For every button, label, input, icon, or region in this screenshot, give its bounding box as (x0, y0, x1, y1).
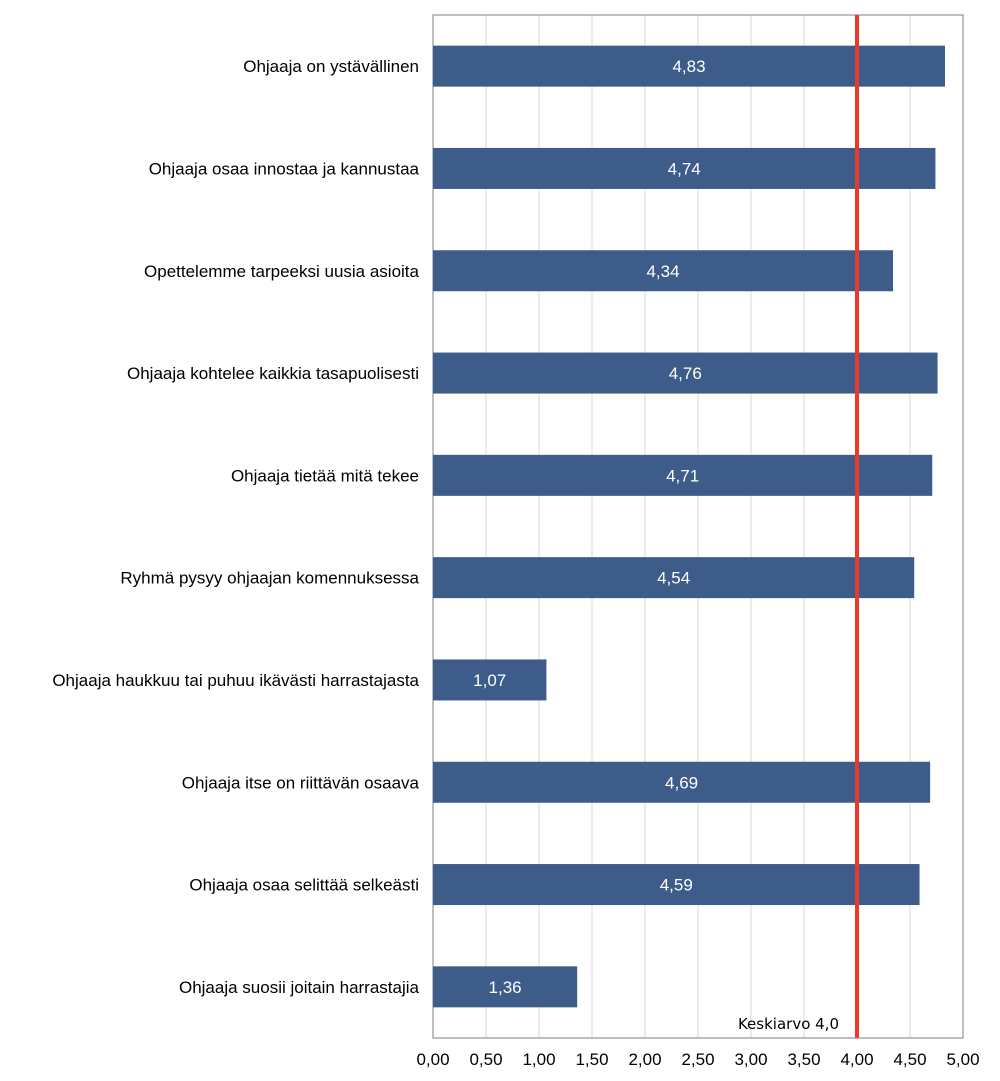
category-label: Ohjaaja kohtelee kaikkia tasapuolisesti (127, 364, 419, 383)
x-tick-label: 3,50 (787, 1050, 820, 1069)
x-tick-label: 1,00 (522, 1050, 555, 1069)
bar-value-label: 4,34 (646, 262, 679, 281)
bar (433, 45, 945, 87)
category-label: Opettelemme tarpeeksi uusia asioita (144, 262, 420, 281)
bar (433, 352, 938, 394)
bar-value-label: 4,83 (672, 57, 705, 76)
bar (433, 250, 894, 292)
plot-area-frame (432, 14, 964, 1039)
reference-line-group: Keskiarvo 4,0 (738, 15, 859, 1038)
x-tick-label: 0,00 (416, 1050, 449, 1069)
bars: 4,83 4,74 4,34 4,76 4,71 4,54 1,07 4,69 4,59 1,36 (433, 45, 945, 1008)
average-reference-label: Keskiarvo 4,0 (738, 1015, 839, 1033)
category-label: Ohjaaja on ystävällinen (243, 57, 419, 76)
bar (433, 557, 915, 599)
bar (433, 966, 578, 1008)
bar (433, 864, 920, 906)
bar-value-label: 4,54 (657, 569, 690, 588)
x-tick-label: 1,50 (575, 1050, 608, 1069)
bar-value-label: 4,69 (665, 773, 698, 792)
x-tick-label: 2,50 (681, 1050, 714, 1069)
category-label: Ohjaaja tietää mitä tekee (231, 466, 419, 485)
x-tick-label: 2,00 (628, 1050, 661, 1069)
bar-value-label: 1,07 (473, 671, 506, 690)
bar-value-label: 4,74 (668, 159, 701, 178)
bar-value-label: 1,36 (489, 978, 522, 997)
x-axis-tick-labels: 0,00 0,50 1,00 1,50 2,00 2,50 3,00 3,50 4,00 4,50… (416, 1050, 979, 1069)
bar (433, 761, 931, 803)
bar-value-label: 4,59 (660, 876, 693, 895)
x-tick-label: 0,50 (469, 1050, 502, 1069)
bar-value-label: 4,71 (666, 466, 699, 485)
x-tick-label: 3,00 (734, 1050, 767, 1069)
category-label: Ohjaaja osaa selittää selkeästi (189, 876, 419, 895)
bar-value-label: 4,76 (669, 364, 702, 383)
bar (433, 147, 936, 189)
category-label: Ohjaaja osaa innostaa ja kannustaa (149, 159, 420, 178)
x-tick-label: 5,00 (946, 1050, 979, 1069)
category-label: Ohjaaja suosii joitain harrastajia (179, 978, 420, 997)
category-labels: Ohjaaja on ystävällinen Ohjaaja osaa inno… (52, 57, 419, 997)
x-tick-label: 4,50 (893, 1050, 926, 1069)
category-label: Ohjaaja itse on riittävän osaava (182, 773, 420, 792)
category-label: Ohjaaja haukkuu tai puhuu ikävästi harra… (52, 671, 419, 690)
bar (433, 659, 547, 701)
category-label: Ryhmä pysyy ohjaajan komennuksessa (120, 569, 419, 588)
bar (433, 454, 933, 496)
x-tick-label: 4,00 (840, 1050, 873, 1069)
